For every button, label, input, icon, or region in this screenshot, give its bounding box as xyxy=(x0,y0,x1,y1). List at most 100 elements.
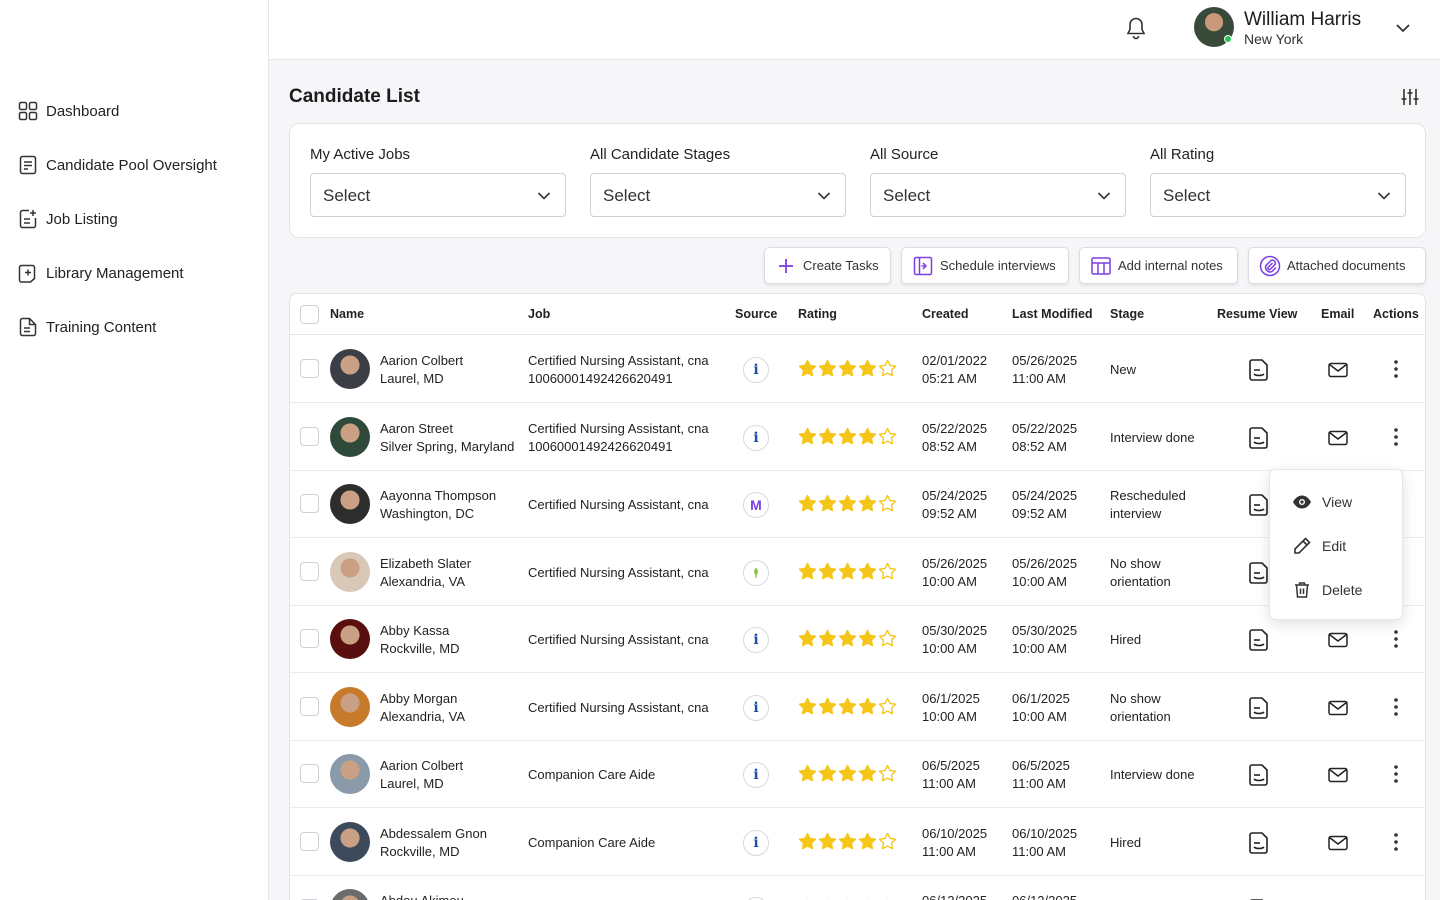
star-filled-icon[interactable] xyxy=(818,764,837,783)
more-actions-icon[interactable] xyxy=(1389,629,1403,649)
email-icon[interactable] xyxy=(1328,430,1348,446)
star-filled-icon[interactable] xyxy=(798,562,817,581)
col-header-resume-view[interactable]: Resume View xyxy=(1217,307,1298,321)
table-row[interactable]: Abdou Akimou i 06/12/2025 06/12/2025 Res… xyxy=(290,875,1425,900)
row-checkbox[interactable] xyxy=(300,629,319,648)
table-row[interactable]: Aayonna Thompson Washington, DC Certified… xyxy=(290,470,1425,538)
row-checkbox[interactable] xyxy=(300,561,319,581)
star-filled-icon[interactable] xyxy=(858,562,877,581)
row-checkbox[interactable] xyxy=(300,696,319,716)
col-header-last-modified[interactable]: Last Modified xyxy=(1012,307,1093,321)
star-filled-icon[interactable] xyxy=(838,359,857,378)
star-filled-icon[interactable] xyxy=(838,764,857,783)
star-filled-icon[interactable] xyxy=(818,359,837,378)
add-internal-notes-button[interactable]: Add internal notes xyxy=(1079,247,1238,284)
col-header-stage[interactable]: Stage xyxy=(1110,307,1145,321)
star-filled-icon[interactable] xyxy=(818,832,837,851)
star-filled-icon[interactable] xyxy=(818,427,837,446)
sidebar-item-job-listing[interactable]: Job Listing xyxy=(18,192,217,246)
table-row[interactable]: Abby Kassa Rockville, MD Certified Nursin… xyxy=(290,605,1425,673)
star-filled-icon[interactable] xyxy=(838,697,857,716)
bell-icon[interactable] xyxy=(1125,16,1147,40)
resume-view-icon[interactable] xyxy=(1248,763,1270,787)
star-filled-icon[interactable] xyxy=(858,629,877,648)
star-filled-icon[interactable] xyxy=(838,629,857,648)
active-jobs-select[interactable]: Select xyxy=(310,173,566,217)
more-actions-icon[interactable] xyxy=(1389,697,1403,717)
candidate-name-location[interactable]: Aaron Street Silver Spring, Maryland xyxy=(380,420,514,456)
resume-view-icon[interactable] xyxy=(1248,426,1270,450)
resume-view-icon[interactable] xyxy=(1248,628,1270,652)
attached-documents-button[interactable]: Attached documents xyxy=(1248,247,1426,284)
more-actions-icon[interactable] xyxy=(1389,427,1403,447)
rating-select[interactable]: Select xyxy=(1150,173,1406,217)
candidate-name-location[interactable]: Abdou Akimou xyxy=(380,892,464,900)
star-filled-icon[interactable] xyxy=(798,764,817,783)
star-filled-icon[interactable] xyxy=(798,427,817,446)
resume-view-icon[interactable] xyxy=(1248,358,1270,382)
filter-settings-icon[interactable] xyxy=(1400,88,1420,106)
star-filled-icon[interactable] xyxy=(838,427,857,446)
col-header-rating[interactable]: Rating xyxy=(798,307,837,321)
source-select[interactable]: Select xyxy=(870,173,1126,217)
col-header-name[interactable]: Name xyxy=(330,307,365,321)
rating-stars[interactable] xyxy=(798,494,897,514)
col-header-actions[interactable]: Actions xyxy=(1373,307,1419,321)
col-header-email[interactable]: Email xyxy=(1321,307,1355,321)
col-header-created[interactable]: Created xyxy=(922,307,969,321)
rating-stars[interactable] xyxy=(798,697,897,717)
col-header-job[interactable]: Job xyxy=(528,307,551,321)
resume-view-icon[interactable] xyxy=(1248,561,1270,585)
star-outline-icon[interactable] xyxy=(878,697,897,716)
star-filled-icon[interactable] xyxy=(858,697,877,716)
sidebar-item-dashboard[interactable]: Dashboard xyxy=(18,84,217,138)
row-checkbox[interactable] xyxy=(300,359,319,378)
star-filled-icon[interactable] xyxy=(838,832,857,851)
star-filled-icon[interactable] xyxy=(798,359,817,378)
star-filled-icon[interactable] xyxy=(818,562,837,581)
user-avatar[interactable] xyxy=(1194,7,1234,47)
more-actions-icon[interactable] xyxy=(1389,359,1403,379)
star-outline-icon[interactable] xyxy=(878,832,897,851)
star-outline-icon[interactable] xyxy=(878,427,897,446)
star-filled-icon[interactable] xyxy=(858,764,877,783)
create-tasks-button[interactable]: Create Tasks xyxy=(764,247,891,284)
star-filled-icon[interactable] xyxy=(818,494,837,513)
star-filled-icon[interactable] xyxy=(798,629,817,648)
candidate-name-location[interactable]: Abby Kassa Rockville, MD xyxy=(380,622,459,658)
menu-item-delete[interactable]: Delete xyxy=(1270,570,1402,610)
star-filled-icon[interactable] xyxy=(858,494,877,513)
star-filled-icon[interactable] xyxy=(838,494,857,513)
row-checkbox[interactable] xyxy=(300,764,319,783)
table-row[interactable]: Aarion Colbert Laurel, MD Companion Care … xyxy=(290,740,1425,808)
candidate-name-location[interactable]: Abdessalem Gnon Rockville, MD xyxy=(380,825,487,861)
star-outline-icon[interactable] xyxy=(878,494,897,513)
candidate-name-location[interactable]: Elizabeth Slater Alexandria, VA xyxy=(380,555,471,591)
resume-view-icon[interactable] xyxy=(1248,831,1270,855)
table-row[interactable]: Abby Morgan Alexandria, VA Certified Nurs… xyxy=(290,673,1425,741)
email-icon[interactable] xyxy=(1328,700,1348,716)
star-filled-icon[interactable] xyxy=(858,427,877,446)
sidebar-item-candidate-pool[interactable]: Candidate Pool Oversight xyxy=(18,138,217,192)
star-filled-icon[interactable] xyxy=(818,629,837,648)
table-row[interactable]: Aaron Street Silver Spring, Maryland Cert… xyxy=(290,403,1425,471)
email-icon[interactable] xyxy=(1328,835,1348,851)
candidate-name-location[interactable]: Aarion Colbert Laurel, MD xyxy=(380,352,463,388)
more-actions-icon[interactable] xyxy=(1389,764,1403,784)
resume-view-icon[interactable] xyxy=(1248,493,1270,517)
table-row[interactable]: Abdessalem Gnon Rockville, MD Companion C… xyxy=(290,808,1425,876)
candidate-stages-select[interactable]: Select xyxy=(590,173,846,217)
resume-view-icon[interactable] xyxy=(1248,696,1270,720)
menu-item-edit[interactable]: Edit xyxy=(1270,526,1402,566)
rating-stars[interactable] xyxy=(798,832,897,852)
star-filled-icon[interactable] xyxy=(798,494,817,513)
star-filled-icon[interactable] xyxy=(798,697,817,716)
star-filled-icon[interactable] xyxy=(818,697,837,716)
sidebar-item-library-management[interactable]: Library Management xyxy=(18,246,217,300)
rating-stars[interactable] xyxy=(798,427,897,447)
email-icon[interactable] xyxy=(1328,362,1348,378)
row-checkbox[interactable] xyxy=(300,426,319,446)
table-row[interactable]: Aarion Colbert Laurel, MD Certified Nursi… xyxy=(290,335,1425,403)
star-outline-icon[interactable] xyxy=(878,764,897,783)
sidebar-item-training-content[interactable]: Training Content xyxy=(18,300,217,354)
